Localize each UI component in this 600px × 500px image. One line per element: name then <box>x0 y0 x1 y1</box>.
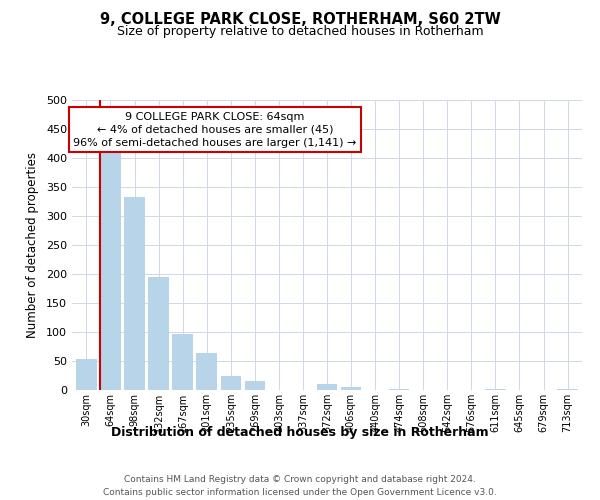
Bar <box>76 360 97 390</box>
Bar <box>245 382 265 390</box>
Text: Contains HM Land Registry data © Crown copyright and database right 2024.: Contains HM Land Registry data © Crown c… <box>124 476 476 484</box>
Text: Distribution of detached houses by size in Rotherham: Distribution of detached houses by size … <box>111 426 489 439</box>
Y-axis label: Number of detached properties: Number of detached properties <box>26 152 39 338</box>
Bar <box>100 154 121 390</box>
Text: Contains public sector information licensed under the Open Government Licence v3: Contains public sector information licen… <box>103 488 497 497</box>
Bar <box>341 387 361 390</box>
Text: 9, COLLEGE PARK CLOSE, ROTHERHAM, S60 2TW: 9, COLLEGE PARK CLOSE, ROTHERHAM, S60 2T… <box>100 12 500 28</box>
Bar <box>557 389 578 390</box>
Bar <box>221 376 241 390</box>
Bar <box>485 389 506 390</box>
Bar <box>172 334 193 390</box>
Bar <box>389 389 409 390</box>
Text: Size of property relative to detached houses in Rotherham: Size of property relative to detached ho… <box>116 25 484 38</box>
Bar <box>317 384 337 390</box>
Bar <box>196 354 217 390</box>
Text: 9 COLLEGE PARK CLOSE: 64sqm
← 4% of detached houses are smaller (45)
96% of semi: 9 COLLEGE PARK CLOSE: 64sqm ← 4% of deta… <box>73 112 356 148</box>
Bar <box>124 198 145 390</box>
Bar <box>148 278 169 390</box>
